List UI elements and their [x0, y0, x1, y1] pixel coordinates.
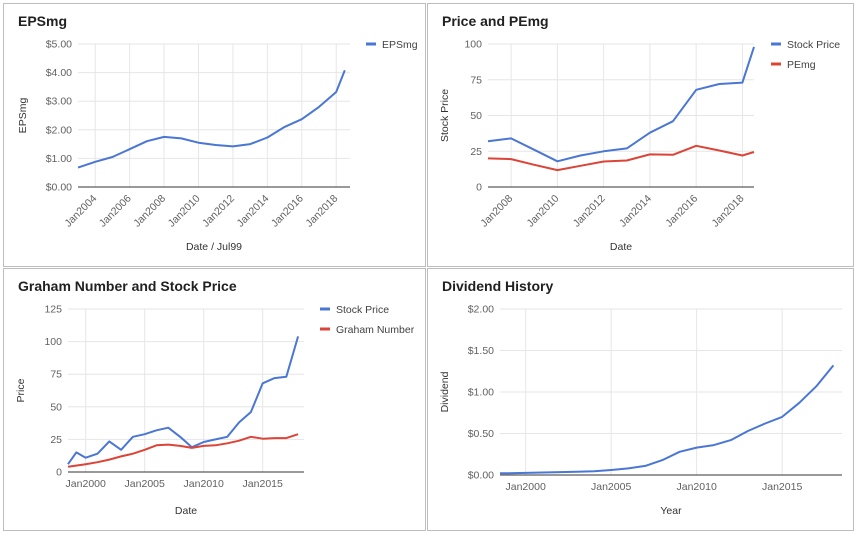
- y-tick-label: 125: [44, 304, 62, 316]
- x-tick-label: Jan2000: [506, 481, 546, 493]
- chart-title: Price and PEmg: [442, 13, 549, 29]
- y-tick-label: $0.00: [46, 182, 72, 194]
- x-tick-label: Jan2010: [677, 481, 717, 493]
- x-tick-label: Jan2015: [243, 478, 283, 490]
- x-tick-label: Jan2000: [66, 478, 106, 490]
- series-line-stock-price: [487, 46, 755, 163]
- x-tick-label: Jan2008: [131, 193, 168, 230]
- x-tick-label: Jan2010: [525, 193, 562, 230]
- x-tick-label: Jan2014: [235, 193, 272, 230]
- y-tick-label: $1.00: [468, 387, 494, 399]
- y-tick-label: $3.00: [46, 96, 72, 108]
- y-tick-label: $1.50: [468, 345, 494, 357]
- x-tick-label: Jan2008: [478, 193, 515, 230]
- legend-label: EPSmg: [382, 39, 418, 51]
- x-axis-title: Date: [610, 241, 632, 253]
- x-tick-label: Jan2015: [762, 481, 802, 493]
- series-line-pemg: [487, 144, 755, 172]
- price-pe-panel: Price and PEmg 0 25 50 75 100 Jan2008 Jan2010 J…: [427, 3, 854, 267]
- x-tick-label: Jan2014: [617, 193, 654, 230]
- legend-label: Stock Price: [336, 304, 389, 316]
- x-tick-label: Jan2004: [62, 193, 99, 230]
- y-tick-label: 100: [464, 39, 482, 51]
- y-tick-label: $4.00: [46, 67, 72, 79]
- y-tick-label: $5.00: [46, 39, 72, 51]
- y-tick-label: 0: [56, 467, 62, 479]
- y-tick-label: 50: [470, 110, 482, 122]
- series-line-epsmg: [77, 69, 346, 169]
- y-tick-label: $0.00: [468, 470, 494, 482]
- chart-title: Dividend History: [442, 278, 554, 294]
- y-axis-title: EPSmg: [17, 98, 29, 134]
- y-axis-title: Dividend: [439, 371, 451, 412]
- y-axis-title: Price: [15, 378, 27, 402]
- x-tick-label: Jan2018: [303, 193, 340, 230]
- chart-title: Graham Number and Stock Price: [18, 278, 237, 294]
- x-axis-title: Year: [660, 505, 682, 517]
- graham-panel: Graham Number and Stock Price 0 25 50 75 100…: [3, 268, 426, 531]
- y-tick-label: 50: [50, 401, 62, 413]
- x-tick-label: Jan2016: [269, 193, 306, 230]
- eps-panel: EPSmg $0.00 $1.00 $2.00 $3.00 $4.00 $5.00 Jan2…: [3, 3, 426, 267]
- dividend-chart: $0.00 $0.50 $1.00 $1.50 $2.00 Jan2000 Jan2005 J…: [439, 304, 842, 517]
- x-tick-label: Jan2005: [125, 478, 165, 490]
- series-line-stock-price: [67, 336, 300, 465]
- x-axis-title: Date: [175, 505, 197, 517]
- y-tick-label: $2.00: [468, 304, 494, 316]
- dividend-panel: Dividend History $0.00 $0.50 $1.00 $1.50 $2.…: [427, 268, 854, 531]
- y-tick-label: 75: [470, 74, 482, 86]
- legend-label: Graham Number: [336, 324, 415, 336]
- y-tick-label: 75: [50, 369, 62, 381]
- legend-label: PEmg: [787, 59, 816, 71]
- y-axis-title: Stock Price: [439, 89, 451, 142]
- x-tick-label: Jan2010: [184, 478, 224, 490]
- y-tick-label: 25: [50, 434, 62, 446]
- y-tick-label: $0.50: [468, 428, 494, 440]
- eps-chart: $0.00$1.00$2.00$3.00$4.00$5.00Jan2004Jan…: [17, 39, 418, 254]
- y-tick-label: 0: [476, 182, 482, 194]
- x-tick-label: Jan2006: [97, 193, 134, 230]
- graham-chart: 0 25 50 75 100 125 Jan2000 Jan2005 Jan2010 Jan201…: [15, 304, 415, 518]
- x-tick-label: Jan2010: [166, 193, 203, 230]
- x-tick-label: Jan2012: [571, 193, 608, 230]
- x-tick-label: Jan2016: [663, 193, 700, 230]
- legend-label: Stock Price: [787, 39, 840, 51]
- x-axis-title: Date / Jul99: [186, 241, 242, 253]
- y-tick-label: 100: [44, 336, 62, 348]
- series-line-dividend: [500, 364, 835, 475]
- x-tick-label: Jan2018: [710, 193, 747, 230]
- x-tick-label: Jan2012: [200, 193, 237, 230]
- y-tick-label: $1.00: [46, 153, 72, 165]
- y-tick-label: $2.00: [46, 124, 72, 136]
- y-tick-label: 25: [470, 146, 482, 158]
- chart-title: EPSmg: [18, 13, 68, 29]
- series-line-graham-number: [67, 433, 299, 468]
- x-tick-label: Jan2005: [591, 481, 631, 493]
